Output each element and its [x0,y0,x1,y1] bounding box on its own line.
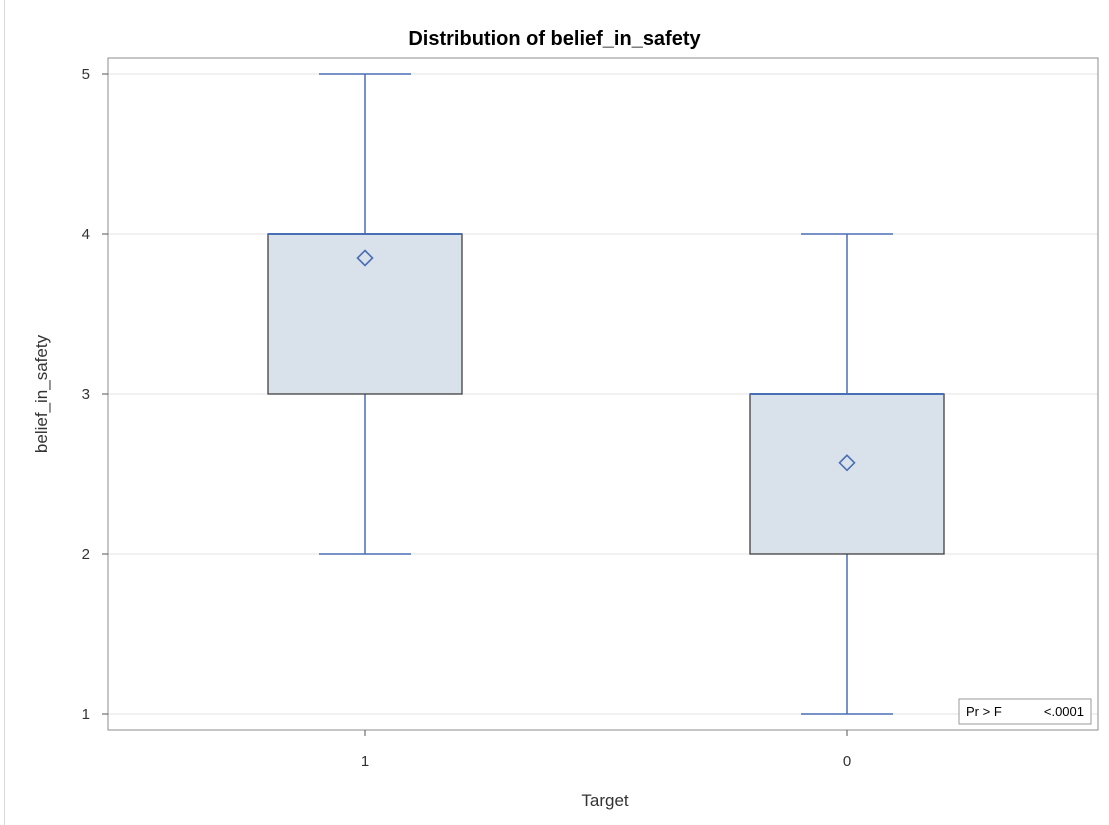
inset-box [958,698,1092,725]
mean-marker [838,454,856,472]
box-iqr [267,233,463,395]
y-tick-label: 2 [82,546,90,563]
box-iqr [749,393,945,555]
y-tick-label: 4 [82,226,90,243]
chart-title: Distribution of belief_in_safety [408,28,701,50]
x-axis-label: Target [581,791,629,810]
y-axis-label: belief_in_safety [32,334,51,453]
mean-marker [356,249,374,267]
left-border [4,0,5,825]
x-tick-label: 1 [361,753,369,770]
y-tick-label: 1 [82,706,90,723]
y-tick-label: 3 [82,386,90,403]
inset-label: Pr > F [966,704,1002,719]
y-tick-label: 5 [82,66,90,83]
x-tick-label: 0 [843,753,851,770]
inset-value: <.0001 [1044,704,1084,719]
